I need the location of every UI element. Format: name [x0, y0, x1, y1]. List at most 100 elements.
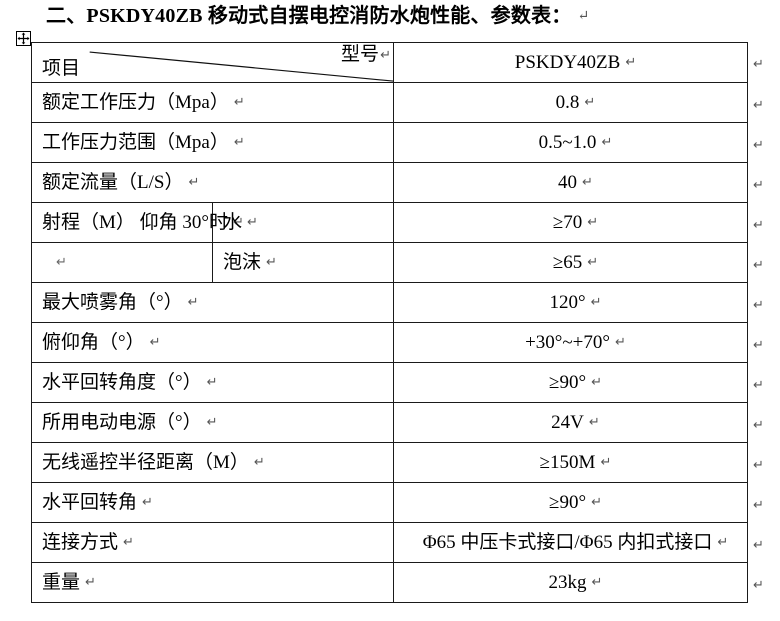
table-row: 额定工作压力（Mpa） ↵ 0.8 ↵ — [31, 82, 748, 123]
row-value: +30°~+70° — [525, 332, 610, 353]
row-label-cell[interactable]: 射程（M） 仰角 30°时 ↵ — [31, 202, 244, 243]
paragraph-mark-icon: ↵ — [247, 214, 258, 229]
row-sublabel-cell[interactable]: 水 ↵ — [212, 202, 394, 243]
paragraph-mark-icon: ↵ — [233, 94, 245, 109]
paragraph-mark-icon: ↵ — [753, 457, 764, 472]
row-label: 水平回转角 — [42, 492, 138, 513]
paragraph-mark-icon: ↵ — [591, 574, 603, 589]
table-row: 所用电动电源（°） ↵ 24V ↵ — [31, 402, 748, 443]
paragraph-mark-icon: ↵ — [753, 217, 764, 232]
paragraph-mark-icon: ↵ — [753, 337, 764, 352]
row-label-cell[interactable]: 连接方式 ↵ — [31, 522, 394, 563]
row-label-cell[interactable]: 所用电动电源（°） ↵ — [31, 402, 394, 443]
paragraph-mark-icon: ↵ — [253, 454, 265, 469]
row-value-cell[interactable]: 120° ↵ — [393, 282, 748, 323]
row-value-cell[interactable]: Φ65 中压卡式接口/Φ65 内扣式接口 ↵ — [393, 522, 748, 563]
row-value-cell[interactable]: ≥150M ↵ — [393, 442, 748, 483]
row-value: ≥90° — [549, 372, 587, 393]
paragraph-mark-icon: ↵ — [753, 177, 764, 192]
paragraph-mark-icon: ↵ — [753, 417, 764, 432]
table-row: 俯仰角（°） ↵ +30°~+70° ↵ — [31, 322, 748, 363]
table-row: 连接方式 ↵ Φ65 中压卡式接口/Φ65 内扣式接口 ↵ — [31, 522, 748, 563]
paragraph-mark-icon: ↵ — [588, 414, 600, 429]
table-row: 重量 ↵ 23kg ↵ — [31, 562, 748, 603]
row-label: 射程（M） 仰角 30°时 — [42, 212, 228, 233]
paragraph-mark-icon: ↵ — [187, 294, 199, 309]
paragraph-mark-icon: ↵ — [206, 414, 218, 429]
page-title-text: 二、PSKDY40ZB 移动式自摆电控消防水炮性能、参数表： — [46, 5, 572, 27]
row-label: 重量 — [42, 572, 81, 593]
row-label: 额定流量（L/S） — [42, 172, 184, 193]
table-row: 额定流量（L/S） ↵ 40 ↵ — [31, 162, 748, 203]
row-label: 工作压力范围（Mpa） — [42, 132, 229, 153]
row-value-cell[interactable]: 0.8 ↵ — [393, 82, 748, 123]
header-model-value: PSKDY40ZB — [514, 52, 621, 73]
row-label-cell[interactable]: 额定流量（L/S） ↵ — [31, 162, 394, 203]
paragraph-mark-icon: ↵ — [188, 174, 200, 189]
table-move-handle-icon[interactable] — [16, 31, 31, 46]
row-sublabel: 水 — [223, 212, 243, 233]
diagonal-header-cell[interactable]: 项目 型号 ↵ — [31, 42, 394, 83]
row-value-cell[interactable]: 24V ↵ — [393, 402, 748, 443]
row-value-cell[interactable]: +30°~+70° ↵ — [393, 322, 748, 363]
row-label-cell[interactable]: 无线遥控半径距离（M） ↵ — [31, 442, 394, 483]
row-label: 俯仰角（°） — [42, 332, 145, 353]
table-row: ↵ 泡沫 ↵ ≥65 ↵ — [31, 242, 748, 283]
paragraph-mark-icon: ↵ — [591, 374, 602, 389]
row-value: 120° — [549, 292, 586, 313]
paragraph-mark-icon: ↵ — [56, 254, 67, 269]
row-value: 0.5~1.0 — [538, 132, 597, 153]
row-value: 40 — [558, 172, 578, 193]
row-value: ≥65 — [552, 252, 583, 273]
row-label: 水平回转角度（°） — [42, 372, 202, 393]
row-sublabel: 泡沫 — [223, 252, 262, 273]
outside-paragraph-marks: ↵ ↵ ↵ ↵ ↵ ↵ ↵ ↵ ↵ ↵ ↵ ↵ ↵ ↵ — [753, 42, 777, 605]
row-value-cell[interactable]: 23kg ↵ — [393, 562, 748, 603]
row-sublabel-cell[interactable]: 泡沫 ↵ — [212, 242, 394, 283]
paragraph-mark-icon: ↵ — [625, 54, 637, 69]
row-label-cell[interactable]: 俯仰角（°） ↵ — [31, 322, 394, 363]
paragraph-mark-icon: ↵ — [587, 254, 599, 269]
paragraph-mark-icon: ↵ — [717, 534, 729, 549]
row-value-cell[interactable]: ≥90° ↵ — [393, 362, 748, 403]
row-value-cell[interactable]: ≥90° ↵ — [393, 482, 748, 523]
header-item-label: 项目 — [42, 58, 81, 79]
row-label-cell[interactable]: 水平回转角 ↵ — [31, 482, 394, 523]
row-value-cell[interactable]: ≥65 ↵ — [393, 242, 748, 283]
row-label-cell[interactable]: 水平回转角度（°） ↵ — [31, 362, 394, 403]
paragraph-mark-icon: ↵ — [233, 134, 245, 149]
paragraph-mark-icon: ↵ — [85, 574, 96, 589]
row-value-cell[interactable]: 0.5~1.0 ↵ — [393, 122, 748, 163]
paragraph-mark-icon: ↵ — [587, 214, 599, 229]
row-label: 额定工作压力（Mpa） — [42, 92, 229, 113]
header-model-label: 型号 — [340, 44, 379, 65]
paragraph-mark-icon: ↵ — [753, 577, 764, 592]
row-label: 连接方式 — [42, 532, 119, 553]
paragraph-mark-icon: ↵ — [601, 134, 613, 149]
row-label-cell[interactable]: ↵ — [31, 242, 213, 283]
paragraph-mark-icon: ↵ — [577, 9, 590, 24]
paragraph-mark-icon: ↵ — [753, 537, 764, 552]
paragraph-mark-icon: ↵ — [753, 137, 764, 152]
row-label-cell[interactable]: 工作压力范围（Mpa） ↵ — [31, 122, 394, 163]
table-row: 射程（M） 仰角 30°时 ↵ 水 ↵ ≥70 ↵ — [31, 202, 748, 243]
table-row: 工作压力范围（Mpa） ↵ 0.5~1.0 ↵ — [31, 122, 748, 163]
row-label-cell[interactable]: 重量 ↵ — [31, 562, 394, 603]
row-value-cell[interactable]: ≥70 ↵ — [393, 202, 748, 243]
paragraph-mark-icon: ↵ — [582, 174, 593, 189]
row-value: ≥70 — [552, 212, 583, 233]
row-value: 23kg — [548, 572, 587, 593]
paragraph-mark-icon: ↵ — [266, 254, 277, 269]
row-label-cell[interactable]: 最大喷雾角（°） ↵ — [31, 282, 394, 323]
row-value: Φ65 中压卡式接口/Φ65 内扣式接口 — [422, 532, 713, 553]
row-value-cell[interactable]: 40 ↵ — [393, 162, 748, 203]
paragraph-mark-icon: ↵ — [584, 94, 596, 109]
table-row: 水平回转角 ↵ ≥90° ↵ — [31, 482, 748, 523]
paragraph-mark-icon: ↵ — [590, 294, 602, 309]
paragraph-mark-icon: ↵ — [142, 494, 153, 509]
row-label-cell[interactable]: 额定工作压力（Mpa） ↵ — [31, 82, 394, 123]
row-label: 最大喷雾角（°） — [42, 292, 183, 313]
paragraph-mark-icon: ↵ — [753, 377, 764, 392]
diagonal-divider-icon — [89, 51, 393, 82]
header-model-value-cell[interactable]: PSKDY40ZB ↵ — [393, 42, 748, 83]
